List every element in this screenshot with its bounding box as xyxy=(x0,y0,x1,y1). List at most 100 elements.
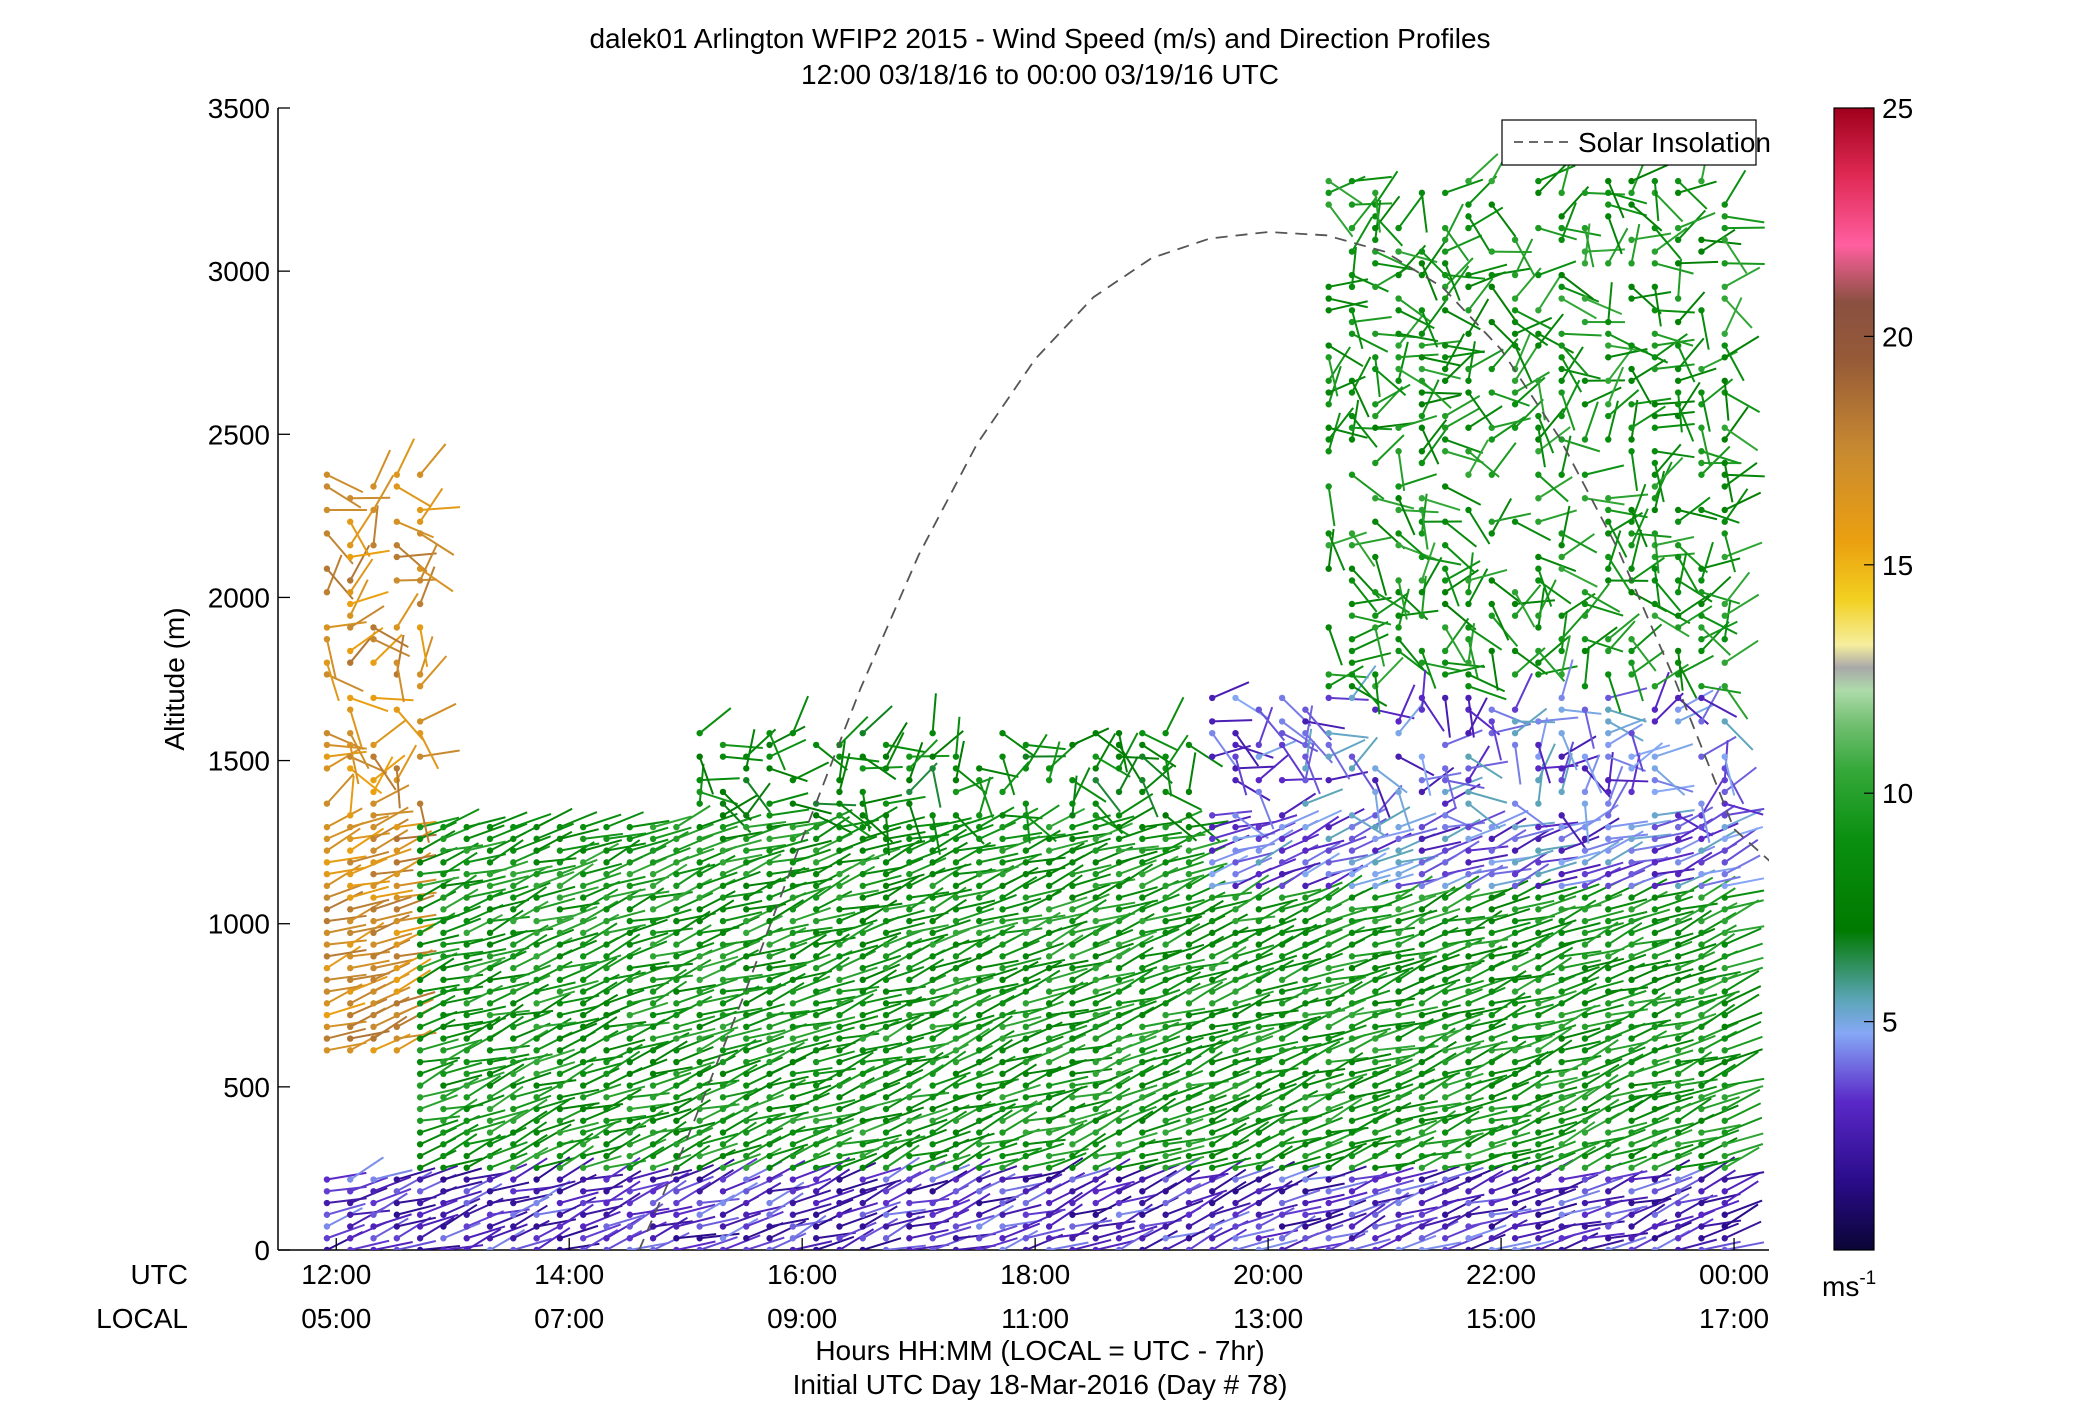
wind-barb-dot xyxy=(463,941,470,948)
wind-barb-dot xyxy=(906,1070,913,1078)
wind-barb xyxy=(1071,1217,1108,1240)
wind-barb-dot xyxy=(1115,835,1123,843)
wind-barb xyxy=(442,1203,478,1228)
wind-barb xyxy=(792,761,830,782)
wind-barb-dot xyxy=(789,1047,797,1054)
wind-barb xyxy=(1584,1087,1620,1110)
wind-barb-dot xyxy=(1535,518,1542,525)
wind-barb xyxy=(769,927,807,946)
wind-barb-dot xyxy=(1418,1235,1426,1242)
wind-barb xyxy=(582,913,620,934)
wind-barb xyxy=(1561,835,1600,852)
wind-barb xyxy=(1561,1145,1597,1169)
wind-barb xyxy=(1397,195,1424,229)
wind-barb-dot xyxy=(1278,741,1286,749)
wind-barb-dot xyxy=(1395,882,1402,890)
wind-barb-dot xyxy=(719,1211,727,1218)
wind-barb xyxy=(559,960,600,970)
wind-barb xyxy=(1211,1002,1251,1017)
wind-barb-dot xyxy=(1418,589,1426,596)
wind-barb xyxy=(932,863,967,887)
wind-barb-dot xyxy=(1558,565,1565,572)
wind-barb-dot xyxy=(1232,1117,1239,1124)
wind-barb-dot xyxy=(603,1246,610,1250)
wind-barb xyxy=(1211,926,1249,946)
wind-barb xyxy=(745,1181,782,1204)
wind-barb xyxy=(536,928,575,946)
wind-barb-dot xyxy=(603,929,610,937)
wind-barb xyxy=(1421,771,1462,782)
wind-barb xyxy=(862,1201,901,1216)
wind-barb xyxy=(885,1068,924,1087)
wind-barb-dot xyxy=(1348,471,1356,478)
wind-barb xyxy=(1468,866,1509,876)
wind-barb-dot xyxy=(1395,835,1402,843)
wind-barb-dot xyxy=(1511,906,1519,913)
wind-barb-dot xyxy=(1069,1129,1076,1136)
wind-barb-dot xyxy=(1465,823,1472,831)
wind-barb xyxy=(1374,1101,1412,1122)
wind-barb xyxy=(1212,810,1253,817)
wind-barb-dot xyxy=(603,1070,610,1078)
wind-barb xyxy=(1537,415,1555,454)
wind-barb-dot xyxy=(393,941,401,948)
wind-barb xyxy=(1351,1088,1392,1099)
wind-barb xyxy=(815,845,854,864)
wind-barb xyxy=(1212,1020,1252,1028)
wind-barb-dot xyxy=(649,1000,657,1007)
plot-area xyxy=(277,108,1769,1251)
wind-barb xyxy=(443,1020,484,1028)
wind-barb-dot xyxy=(1465,1070,1472,1078)
wind-barb-dot xyxy=(1209,988,1216,995)
wind-barb-dot xyxy=(1558,694,1565,702)
wind-barb-dot xyxy=(1209,1246,1216,1250)
wind-barb-dot xyxy=(1022,1000,1030,1007)
wind-barb xyxy=(908,887,944,911)
wind-barb xyxy=(1002,1063,1037,1087)
wind-barb-dot xyxy=(463,1211,470,1218)
wind-barb xyxy=(839,1212,878,1228)
wind-barb xyxy=(699,1142,738,1157)
wind-barb xyxy=(1421,1040,1457,1063)
wind-barb-dot xyxy=(649,1188,657,1195)
wind-barb-dot xyxy=(1558,976,1565,984)
wind-barb-dot xyxy=(533,1164,540,1171)
wind-barb-dot xyxy=(1162,906,1169,913)
wind-barb xyxy=(1282,777,1323,782)
wind-barb-dot xyxy=(1558,342,1565,349)
wind-barb xyxy=(1048,1024,1088,1040)
wind-barb-dot xyxy=(1511,647,1519,655)
wind-barb xyxy=(582,922,618,946)
wind-barb-dot xyxy=(766,1164,773,1171)
wind-barb xyxy=(1421,380,1452,409)
wind-barb xyxy=(745,1173,784,1193)
wind-barb-dot xyxy=(696,964,703,972)
wind-barb-dot xyxy=(929,976,936,984)
wind-barb xyxy=(373,829,409,852)
wind-barb-dot xyxy=(556,1235,564,1242)
wind-barb xyxy=(839,1152,878,1169)
wind-barb-dot xyxy=(999,1141,1006,1148)
wind-barb-dot xyxy=(1209,1164,1216,1171)
wind-barb-dot xyxy=(486,1070,494,1078)
wind-barb xyxy=(466,890,504,911)
wind-barb-dot xyxy=(696,1211,703,1218)
wind-barb xyxy=(1048,1122,1084,1146)
wind-barb-dot xyxy=(719,964,727,972)
wind-barb-dot xyxy=(1465,1011,1472,1019)
wind-barb xyxy=(1305,917,1343,934)
wind-barb xyxy=(1095,1069,1134,1087)
wind-barb-dot xyxy=(1232,765,1239,772)
wind-barb-dot xyxy=(649,917,657,925)
wind-barb-dot xyxy=(1465,976,1472,984)
wind-barb-dot xyxy=(1325,307,1332,314)
wind-barb-dot xyxy=(510,1199,517,1207)
wind-barb-dot xyxy=(1045,859,1053,866)
wind-barb xyxy=(1537,1151,1576,1169)
wind-barb-dot xyxy=(1488,1176,1495,1183)
wind-barb xyxy=(1305,1105,1344,1122)
wind-barb-dot xyxy=(603,1035,610,1042)
wind-barb-dot xyxy=(743,964,750,972)
wind-barb-dot xyxy=(1348,682,1356,690)
wind-barb-dot xyxy=(999,753,1006,760)
